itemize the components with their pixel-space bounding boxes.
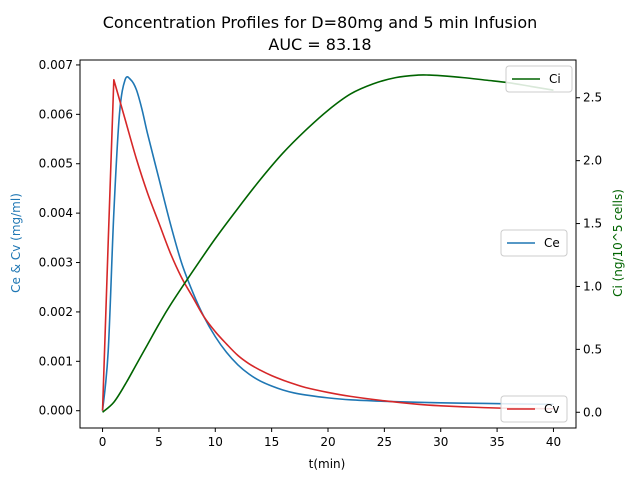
series-line-ci: [102, 74, 554, 413]
y-axis-right-label: Ci (ng/10^5 cells): [611, 189, 625, 297]
x-tick-label: 15: [264, 435, 279, 449]
y-left-tick-label: 0.000: [39, 404, 73, 418]
y-right-tick-label: 1.0: [583, 279, 602, 293]
y-left-tick-label: 0.006: [39, 107, 73, 121]
x-tick-label: 20: [320, 435, 335, 449]
legend-layer: Ce Cv Ci: [500, 65, 573, 423]
x-tick-label: 25: [377, 435, 392, 449]
y-right-tick-label: 1.5: [583, 217, 602, 231]
x-tick-label: 0: [99, 435, 107, 449]
chart-title: Concentration Profiles for D=80mg and 5 …: [103, 13, 538, 32]
y-right-tick-label: 2.5: [583, 91, 602, 105]
legend-label: Ci: [549, 72, 561, 86]
y-right-tick-label: 2.0: [583, 154, 602, 168]
y-left-tick-label: 0.007: [39, 58, 73, 72]
y-left-tick-label: 0.003: [39, 256, 73, 270]
x-tick-label: 5: [155, 435, 163, 449]
series-line-cv: [101, 78, 554, 411]
y-left-tick-label: 0.004: [39, 206, 73, 220]
chart-subtitle: AUC = 83.18: [268, 35, 371, 54]
y-right-tick-label: 0.5: [583, 342, 602, 356]
legend-label: Ce: [544, 236, 560, 250]
y-left-tick-label: 0.002: [39, 305, 73, 319]
y-left-tick-label: 0.005: [39, 157, 73, 171]
x-tick-label: 35: [489, 435, 504, 449]
legend-ci: Ci: [505, 65, 573, 93]
x-tick-label: 10: [208, 435, 223, 449]
legend-label: Cv: [544, 402, 559, 416]
y-left-tick-label: 0.001: [39, 354, 73, 368]
legend-ce: Ce: [500, 229, 568, 257]
plot-area: 0 5 10 15 20 25 30 35 400.0000.0010.0020.0030.00…: [39, 58, 602, 449]
x-axis-label: t(min): [309, 457, 346, 471]
y-right-tick-label: 0.0: [583, 405, 602, 419]
legend-cv: Cv: [500, 395, 568, 423]
y-axis-left-label: Ce & Cv (mg/ml): [9, 193, 23, 293]
x-tick-label: 40: [546, 435, 561, 449]
x-tick-label: 30: [433, 435, 448, 449]
